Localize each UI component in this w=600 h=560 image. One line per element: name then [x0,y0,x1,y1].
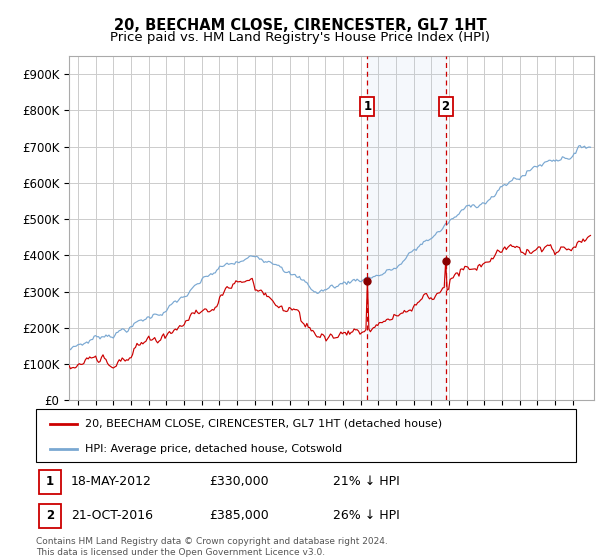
Text: 20, BEECHAM CLOSE, CIRENCESTER, GL7 1HT: 20, BEECHAM CLOSE, CIRENCESTER, GL7 1HT [113,18,487,33]
FancyBboxPatch shape [36,409,576,462]
Text: 21-OCT-2016: 21-OCT-2016 [71,510,153,522]
Text: HPI: Average price, detached house, Cotswold: HPI: Average price, detached house, Cots… [85,444,342,454]
Text: £330,000: £330,000 [209,475,268,488]
Text: 20, BEECHAM CLOSE, CIRENCESTER, GL7 1HT (detached house): 20, BEECHAM CLOSE, CIRENCESTER, GL7 1HT … [85,419,442,429]
Text: 1: 1 [46,475,54,488]
Text: 18-MAY-2012: 18-MAY-2012 [71,475,152,488]
Text: 2: 2 [442,100,449,113]
Text: £385,000: £385,000 [209,510,269,522]
Text: Contains HM Land Registry data © Crown copyright and database right 2024.
This d: Contains HM Land Registry data © Crown c… [36,537,388,557]
Text: 1: 1 [364,100,371,113]
FancyBboxPatch shape [39,503,61,528]
Text: Price paid vs. HM Land Registry's House Price Index (HPI): Price paid vs. HM Land Registry's House … [110,31,490,44]
FancyBboxPatch shape [39,469,61,494]
Bar [367,56,446,400]
Text: 26% ↓ HPI: 26% ↓ HPI [333,510,400,522]
Text: 21% ↓ HPI: 21% ↓ HPI [333,475,400,488]
Text: 2: 2 [46,510,54,522]
